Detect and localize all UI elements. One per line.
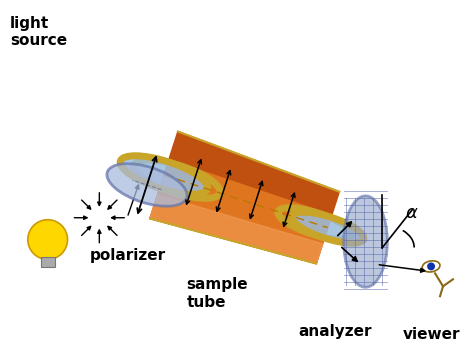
Polygon shape (150, 160, 332, 264)
Text: $\alpha$: $\alpha$ (405, 204, 419, 222)
Polygon shape (150, 195, 323, 264)
Text: light
source: light source (10, 16, 67, 49)
Text: analyzer: analyzer (298, 324, 372, 339)
Polygon shape (150, 131, 339, 264)
Ellipse shape (344, 196, 387, 287)
Ellipse shape (107, 164, 187, 206)
FancyBboxPatch shape (41, 257, 55, 267)
Circle shape (427, 262, 435, 271)
Circle shape (28, 220, 67, 260)
Ellipse shape (120, 156, 208, 194)
Ellipse shape (292, 212, 364, 243)
Ellipse shape (422, 261, 440, 272)
Text: sample
tube: sample tube (187, 277, 248, 310)
Text: viewer: viewer (402, 327, 460, 342)
Text: polarizer: polarizer (90, 247, 165, 263)
